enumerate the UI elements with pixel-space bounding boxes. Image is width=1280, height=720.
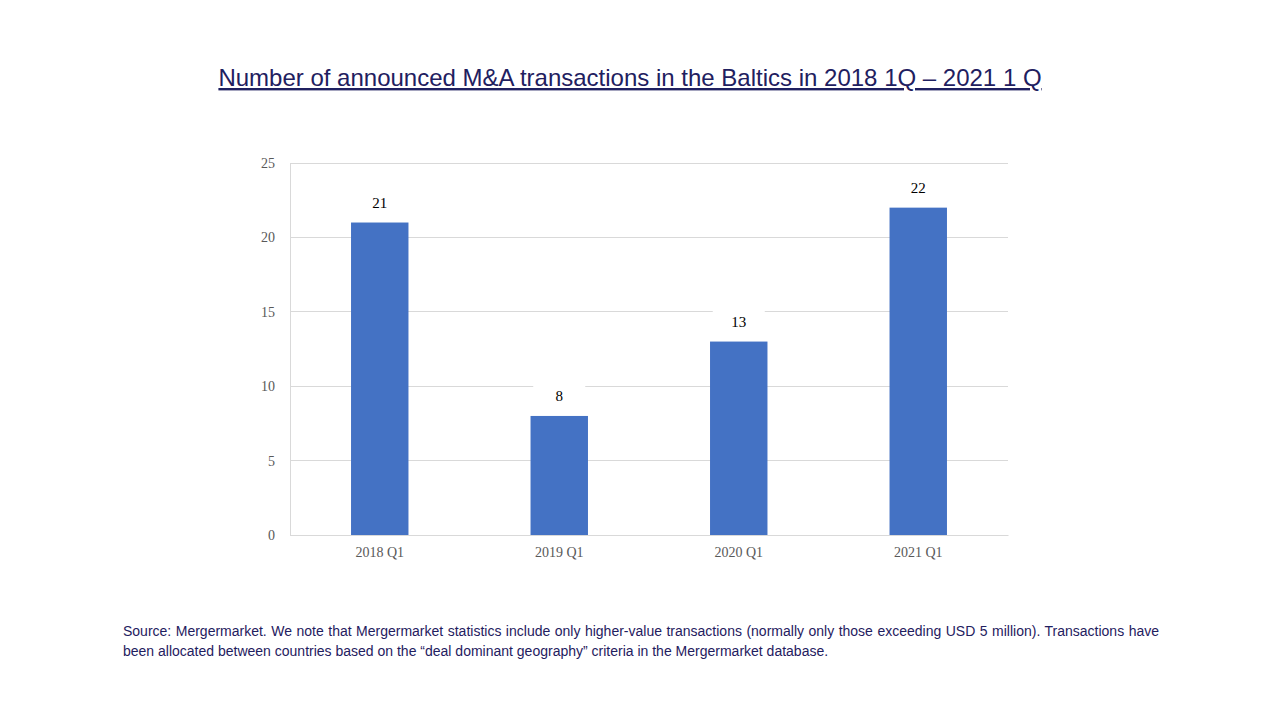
y-tick-label: 5 (268, 454, 275, 469)
x-tick: 2020 Q1 (714, 535, 763, 560)
data-label: 22 (911, 180, 926, 196)
data-label: 8 (556, 388, 564, 404)
x-tick-label: 2020 Q1 (714, 545, 763, 560)
y-tick-label: 10 (261, 379, 275, 394)
y-tick-label: 0 (268, 528, 275, 543)
y-axis: 0 5 10 15 20 25 (261, 156, 291, 543)
grid-line (290, 163, 1008, 164)
y-axis-line (290, 164, 291, 536)
y-tick: 20 (261, 230, 290, 245)
x-tick: 2021 Q1 (894, 535, 943, 560)
y-tick-label: 25 (261, 156, 275, 171)
data-label-bg (533, 381, 585, 411)
x-tick: 2018 Q1 (355, 535, 404, 560)
x-tick-label: 2021 Q1 (894, 545, 943, 560)
y-tick-label: 20 (261, 230, 275, 245)
y-tick: 5 (268, 454, 290, 469)
bar (351, 223, 408, 535)
y-tick-label: 15 (261, 305, 275, 320)
bar (890, 208, 947, 535)
note: Source: Mergermarket. We note that Merge… (123, 621, 1159, 661)
y-tick: 10 (261, 379, 290, 394)
chart: Number of announced M&A transactions in … (0, 0, 1280, 720)
x-tick: 2019 Q1 (535, 535, 584, 560)
bars (351, 208, 947, 535)
bar (710, 342, 767, 535)
data-label-bg (892, 173, 944, 203)
x-tick-label: 2019 Q1 (535, 545, 584, 560)
y-tick: 0 (268, 528, 290, 543)
y-tick: 25 (261, 156, 290, 171)
data-labels: 21 8 13 22 (354, 173, 945, 411)
x-axis-line (291, 535, 1009, 536)
y-tick: 15 (261, 305, 290, 320)
data-label-bg (354, 188, 406, 218)
data-label: 13 (731, 314, 746, 330)
title: Number of announced M&A transactions in … (218, 64, 1041, 91)
data-label-bg (713, 307, 765, 337)
x-axis: 2018 Q1 2019 Q1 2020 Q1 2021 Q1 (291, 535, 1009, 560)
grid (290, 163, 1008, 535)
x-tick-label: 2018 Q1 (355, 545, 404, 560)
bar (531, 416, 588, 535)
data-label: 21 (372, 195, 387, 211)
